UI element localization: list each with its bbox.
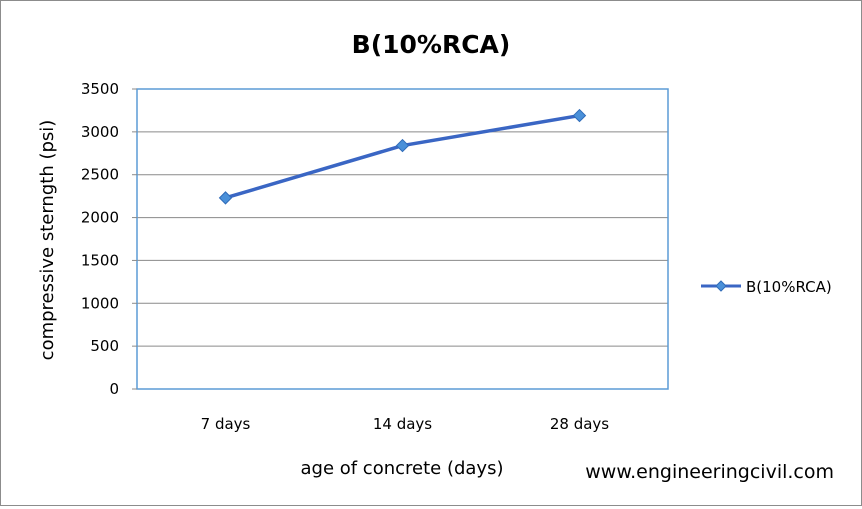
legend-label: B(10%RCA) <box>746 278 832 296</box>
y-tick-label: 500 <box>90 337 119 355</box>
y-tick-label: 2500 <box>81 166 119 184</box>
y-axis-label: compressive sterngth (psi) <box>37 120 58 361</box>
data-point-marker <box>572 108 587 123</box>
y-tick-label: 3000 <box>81 123 119 141</box>
grid-lines <box>137 88 668 390</box>
x-tick-label: 14 days <box>373 415 432 433</box>
x-axis-label: age of concrete (days) <box>300 458 503 479</box>
data-point-marker <box>395 138 410 153</box>
legend: B(10%RCA) <box>701 278 832 296</box>
series-line <box>225 113 580 200</box>
y-tick-label: 2000 <box>81 209 119 227</box>
legend-swatch-marker <box>715 280 727 292</box>
watermark-text: www.engineeringcivil.com <box>585 461 834 483</box>
y-tick-label: 1000 <box>81 294 119 312</box>
data-point-marker <box>218 191 233 205</box>
y-tick-label: 3500 <box>81 80 119 98</box>
chart-title: B(10%RCA) <box>352 30 511 59</box>
x-tick-label: 7 days <box>201 415 251 433</box>
x-tick-label: 28 days <box>550 415 609 433</box>
plot-area-border <box>136 88 669 390</box>
series-layer <box>218 108 587 205</box>
y-tick-label: 1500 <box>81 251 119 269</box>
y-axis-ticks: 0 500 1000 1500 2000 2500 3000 3500 <box>81 80 137 398</box>
y-tick-label: 0 <box>109 380 119 398</box>
x-axis-ticks: 7 days 14 days 28 days <box>201 415 610 433</box>
